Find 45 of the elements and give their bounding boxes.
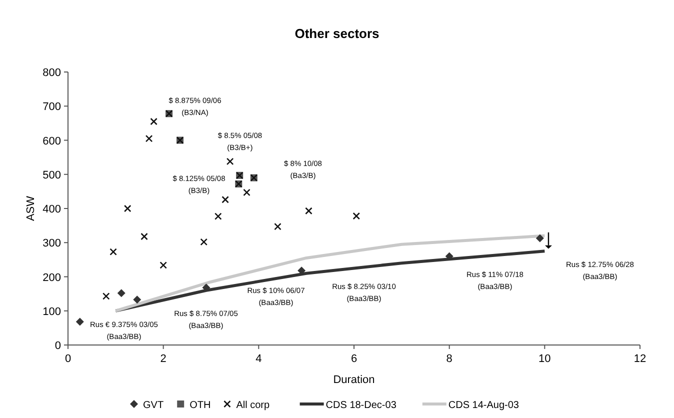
point [133,296,142,304]
point [305,207,312,215]
point [243,188,250,196]
y-tick-label: 300 [42,238,61,250]
y-tick-label: 200 [42,272,61,284]
chart-title: Other sectors [294,26,380,41]
legend-label: GVT [143,400,164,411]
point [226,158,234,166]
y-tick-label: 400 [42,204,61,216]
x-tick-label: 8 [446,353,452,365]
x-tick-label: 2 [160,353,166,365]
x-tick-label: 4 [256,353,262,365]
point [200,238,208,246]
y-tick-label: 700 [42,101,61,114]
x-tick-label: 0 [64,353,72,365]
point [124,204,132,212]
legend-label: All corp [236,400,270,411]
line-series [114,234,546,312]
x-tick-label: 6 [350,353,358,365]
line-series [114,250,546,312]
point [160,261,167,269]
point [145,134,153,142]
legend-label: CDS 18-Dec-03 [326,400,397,411]
legend-label: CDS 14-Aug-03 [448,400,520,411]
y-axis-title: ASW [25,195,37,222]
point [274,222,282,230]
y-tick-label: 0 [54,340,61,352]
legend-label: OTH [190,400,211,411]
point [110,248,117,256]
point [117,289,126,298]
point [214,212,222,220]
y-tick-label: 500 [42,169,61,182]
point [150,118,158,126]
x-tick-label: 10 [538,353,551,365]
x-tick-label: 12 [634,353,646,365]
point [222,196,229,204]
x-axis-title: Duration [333,374,375,386]
point [352,212,360,220]
point [140,232,148,240]
y-tick-label: 100 [42,306,61,318]
point [76,318,84,326]
point [536,234,544,242]
point [102,292,110,300]
y-tick-label: 600 [42,135,61,148]
y-tick-label: 800 [42,67,61,79]
